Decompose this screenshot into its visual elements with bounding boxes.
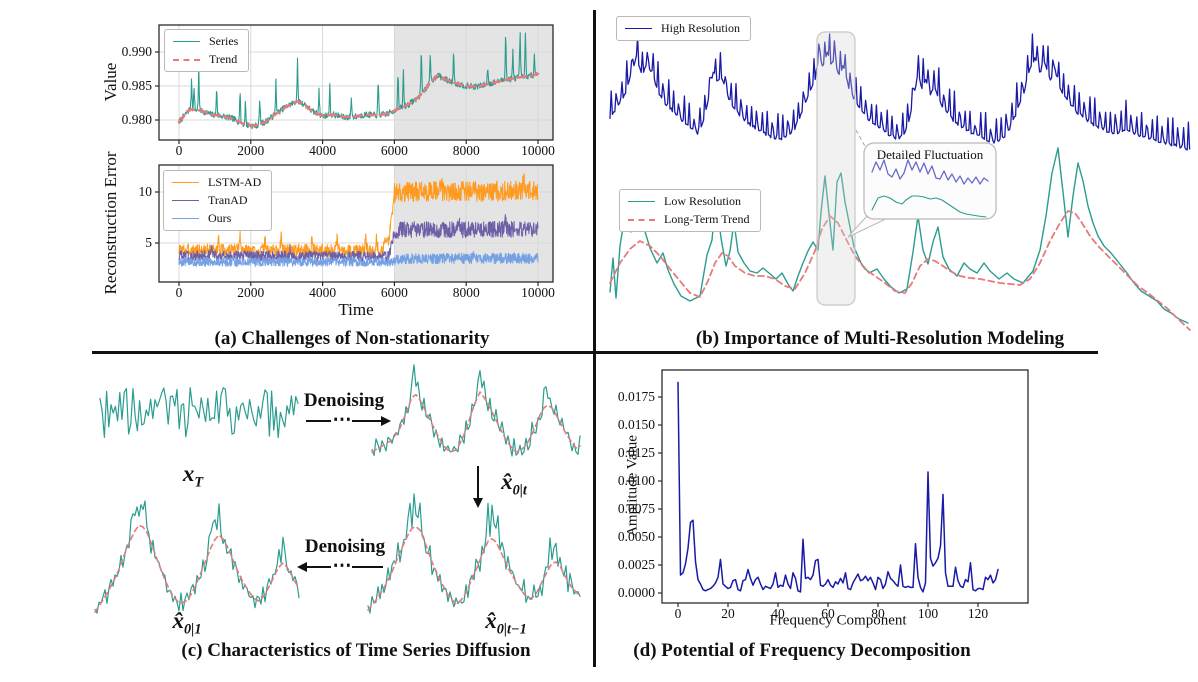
a-bottom-ylabel: Reconstruction Error (101, 151, 120, 295)
legend-a-bottom: LSTM-AD TranAD Ours (163, 170, 273, 231)
legend-label: Low Resolution (664, 194, 741, 208)
caption-panel-c: (c) Characteristics of Time Series Diffu… (181, 640, 531, 661)
a_top-xtick: 0 (175, 143, 183, 158)
label-x-01: x̂0|1 (173, 608, 202, 639)
legend-line-sample (172, 200, 199, 201)
inset-title: Detailed Fluctuation (876, 147, 984, 162)
legend-line-sample (628, 201, 655, 202)
d_freq-ytick: 0.0150 (617, 417, 655, 432)
legend-line-sample (173, 58, 200, 61)
d_freq-xtick: 60 (821, 606, 835, 621)
label-x-01-sub: 0|1 (184, 621, 202, 638)
legend-b-high-item-0: High Resolution (625, 21, 740, 36)
legend-a-top-item-0: Series (173, 34, 238, 49)
legend-label: Series (209, 34, 239, 48)
legend-line-sample (172, 218, 199, 219)
legend-label: Trend (209, 52, 238, 66)
d_freq-xtick: 0 (674, 606, 682, 621)
d_freq-ytick: 0.0000 (617, 585, 655, 600)
a_top-ytick: 0.990 (121, 44, 152, 59)
d-xlabel: Frequency Component (769, 612, 907, 629)
label-x-0tm1: x̂0|t−1 (485, 608, 526, 639)
caption-panel-b: (b) Importance of Multi-Resolution Model… (695, 328, 1065, 349)
a_top-ytick: 0.980 (121, 112, 152, 127)
a_top-xtick: 10000 (521, 143, 555, 158)
label-x-T: xT (183, 461, 203, 492)
legend-a-bottom-item-2: Ours (172, 211, 261, 226)
a_bottom-xtick: 10000 (521, 285, 555, 300)
d_freq-xtick: 40 (771, 606, 785, 621)
legend-a-bottom-item-1: TranAD (172, 193, 261, 208)
legend-b-low-item-1: Long-Term Trend (628, 212, 750, 227)
d_freq-xtick: 80 (871, 606, 885, 621)
legend-label: TranAD (208, 193, 248, 207)
a-top-ylabel: Value (101, 62, 120, 102)
label-x-0t-sub: 0|t (512, 482, 527, 499)
d_freq-xtick: 120 (967, 606, 989, 621)
legend-line-sample (628, 218, 655, 221)
label-x-0t: x̂0|t (501, 469, 527, 500)
legend-label: Long-Term Trend (664, 212, 750, 226)
label-x-T-base: x (182, 461, 195, 486)
legend-b-high-resolution: High Resolution (616, 16, 752, 41)
a_bottom-xtick: 2000 (237, 285, 265, 300)
a_top-ytick: 0.985 (121, 78, 152, 93)
denoising-label-top: Denoising (303, 390, 385, 411)
label-x-0t-base: x̂ (501, 469, 513, 494)
legend-label: Ours (208, 211, 232, 225)
a_bottom-xtick: 6000 (380, 285, 408, 300)
d_freq-xtick: 20 (721, 606, 735, 621)
a_top-xtick: 2000 (237, 143, 265, 158)
legend-b-low-item-0: Low Resolution (628, 194, 750, 209)
legend-line-sample (173, 41, 200, 42)
legend-a-top-item-1: Trend (173, 52, 238, 67)
label-x-0tm1-sub: 0|t−1 (496, 621, 527, 638)
d_freq-ytick: 0.0175 (617, 389, 655, 404)
label-x-0tm1-base: x̂ (485, 608, 497, 633)
a_top-xtick: 8000 (452, 143, 480, 158)
legend-line-sample (172, 182, 199, 183)
d_freq-ytick: 0.0125 (617, 445, 655, 460)
d_freq-ytick: 0.0025 (617, 557, 655, 572)
denoising-label-bottom: Denoising (304, 536, 386, 557)
a_bottom-xtick: 4000 (309, 285, 337, 300)
d_freq-ytick: 0.0050 (617, 529, 655, 544)
legend-b-low-resolution: Low Resolution Long-Term Trend (619, 189, 761, 232)
caption-panel-d: (d) Potential of Frequency Decomposition (633, 640, 971, 661)
a_bottom-ytick: 5 (145, 235, 152, 250)
a_bottom-xtick: 8000 (452, 285, 480, 300)
d_freq-ytick: 0.0100 (617, 473, 655, 488)
d_freq-xtick: 100 (917, 606, 939, 621)
ellipsis-top: ⋯ (332, 409, 352, 431)
legend-label: High Resolution (661, 21, 741, 35)
a_top-xtick: 4000 (309, 143, 337, 158)
caption-panel-a: (a) Challenges of Non-stationarity (214, 328, 490, 349)
a_bottom-xtick: 0 (175, 285, 183, 300)
d_freq-ytick: 0.0075 (617, 501, 655, 516)
legend-a-bottom-item-0: LSTM-AD (172, 175, 261, 190)
label-x-T-sub: T (194, 474, 204, 491)
a-bottom-xlabel: Time (338, 300, 374, 319)
a_bottom-ytick: 10 (138, 184, 153, 199)
a_top-xtick: 6000 (380, 143, 408, 158)
legend-a-top: Series Trend (164, 29, 250, 72)
legend-label: LSTM-AD (208, 175, 262, 189)
ellipsis-bottom: ⋯ (332, 555, 352, 577)
legend-line-sample (625, 28, 652, 29)
label-x-01-base: x̂ (172, 608, 185, 633)
